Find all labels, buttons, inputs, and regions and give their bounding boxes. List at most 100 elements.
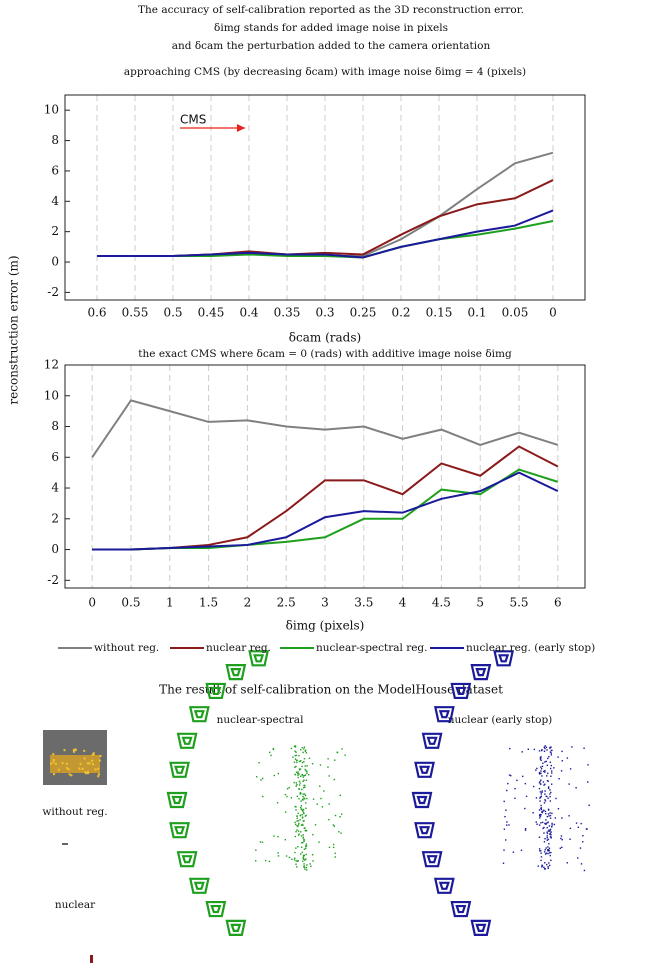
y-axis-label: reconstruction error (m) [7, 255, 21, 404]
x-tick-label: 4.5 [432, 596, 451, 610]
point [544, 862, 546, 864]
point [541, 866, 543, 868]
thumb-dot [66, 767, 69, 770]
point [539, 815, 542, 817]
point [273, 835, 275, 837]
point [301, 798, 304, 801]
panel-label: without reg. [42, 806, 107, 818]
point [566, 757, 569, 759]
x-tick-label: 0.6 [87, 306, 106, 320]
point [341, 748, 343, 750]
point [301, 813, 303, 816]
point [544, 783, 546, 785]
point [549, 793, 551, 795]
point [540, 770, 542, 772]
point [548, 850, 550, 852]
point [296, 820, 298, 822]
point [554, 817, 557, 819]
point [547, 772, 549, 775]
y-tick-label: 2 [51, 511, 59, 525]
thumb-dot [65, 762, 68, 765]
point [512, 851, 515, 853]
point [546, 815, 549, 818]
point [507, 782, 509, 785]
point [302, 808, 305, 811]
point [549, 812, 551, 814]
camera [188, 706, 210, 723]
thumb-dot [52, 753, 55, 756]
point [294, 851, 296, 854]
point [311, 854, 314, 856]
thumb-dot [91, 763, 94, 766]
point [300, 805, 303, 807]
point [543, 770, 545, 773]
camera [414, 761, 435, 778]
point [551, 770, 553, 772]
point [547, 757, 549, 760]
point [339, 816, 341, 818]
x-tick-label: 0 [549, 306, 557, 320]
point [543, 868, 546, 870]
point [539, 758, 542, 760]
thumb-dot [74, 749, 77, 752]
point [272, 748, 275, 751]
point [300, 808, 303, 810]
camera [169, 761, 190, 778]
point [546, 831, 548, 833]
point [302, 858, 305, 860]
point [560, 835, 563, 837]
point [304, 827, 306, 829]
point [548, 825, 551, 827]
point [542, 827, 544, 830]
point [550, 775, 552, 777]
thumb-dot [88, 762, 91, 765]
point [536, 823, 538, 825]
point [299, 793, 301, 795]
point [295, 847, 297, 849]
point [561, 817, 563, 819]
point [305, 845, 307, 847]
point [302, 836, 304, 839]
point [504, 839, 507, 841]
thumb-dot [61, 762, 64, 765]
point [544, 853, 547, 855]
point [340, 832, 342, 834]
point [305, 866, 308, 869]
thumb-dot [67, 768, 70, 771]
x-tick-label: 5.5 [509, 596, 528, 610]
camera [433, 877, 455, 894]
camera [450, 682, 472, 700]
thumb-dot [97, 767, 100, 770]
point [561, 750, 563, 753]
reconstructions [50, 650, 590, 937]
point [303, 758, 306, 760]
point [539, 757, 542, 759]
point [300, 846, 303, 848]
point [508, 824, 510, 826]
panel-label: nuclear-spectral [217, 714, 305, 726]
point [535, 797, 538, 799]
point [539, 850, 542, 852]
point [295, 782, 298, 784]
point [540, 793, 542, 795]
plot-frame [64, 364, 586, 589]
point [302, 824, 304, 826]
point [344, 754, 346, 756]
point [586, 828, 588, 830]
point [334, 856, 337, 858]
point [297, 830, 300, 832]
point [546, 863, 548, 866]
point [547, 838, 550, 841]
point [546, 764, 549, 767]
y-tick-label: 4 [51, 194, 59, 208]
point [296, 866, 298, 868]
point [549, 854, 551, 857]
results-title: The result of self-calibration on the Mo… [159, 683, 503, 697]
point [539, 797, 541, 799]
x-tick-label: 0.3 [315, 306, 334, 320]
y-tick-label: 8 [51, 419, 59, 433]
point [541, 765, 544, 768]
point [298, 760, 301, 763]
point [339, 794, 341, 796]
point [538, 836, 541, 838]
